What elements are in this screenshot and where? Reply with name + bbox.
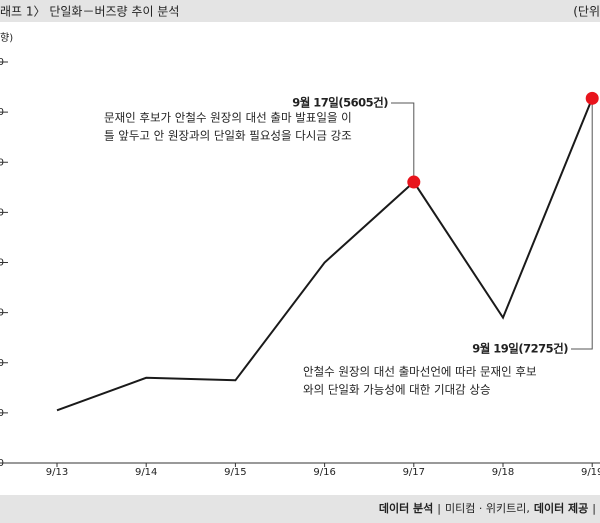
annotation-label: 9월 17일(5605건) [292,96,388,110]
x-tick-label: 9/17 [403,467,425,478]
footer-item: | [437,502,441,515]
footer: 데이터 분석 | 미티컴 · 위키트리, 데이터 제공 | [379,501,596,515]
header-bar [0,0,600,22]
annotation-text: 와의 단일화 가능성에 대한 기대감 상승 [303,383,491,397]
highlight-point [407,175,421,189]
leader-line [391,102,415,183]
highlight-point [585,91,599,105]
footer-item: 데이터 제공 [534,501,588,515]
x-tick-label: 9/13 [46,467,68,478]
y-unit: 향) [0,32,13,44]
line [56,97,594,412]
annotation-text: 문재인 후보가 안철수 원장의 대선 출마 발표일을 이 [104,111,352,125]
footer-bar [0,495,600,523]
x-tick-label: 9/16 [313,467,335,478]
annotation-label: 9월 19일(7275건) [472,342,568,356]
footer-item: | [592,502,596,515]
footer-item: 데이터 분석 [379,501,433,515]
x-tick-label: 9/18 [492,467,514,478]
footer-item: 미티컴 · 위키트리, [445,502,530,515]
x-tick-label: 9/14 [135,467,157,478]
x-tick-label: 9/15 [224,467,246,478]
annotation-text: 안철수 원장의 대선 출마선언에 따라 문재인 후보 [303,365,537,379]
leader-line [571,98,593,350]
x-tick-label: 9/19 [581,467,600,478]
header-unit: (단위 [573,5,600,19]
header-title: 래프 1〉 단일화－버즈량 추이 분석 [0,5,179,19]
annotation-text: 틀 앞두고 안 원장과의 단일화 필요성을 다시금 강조 [104,129,352,143]
